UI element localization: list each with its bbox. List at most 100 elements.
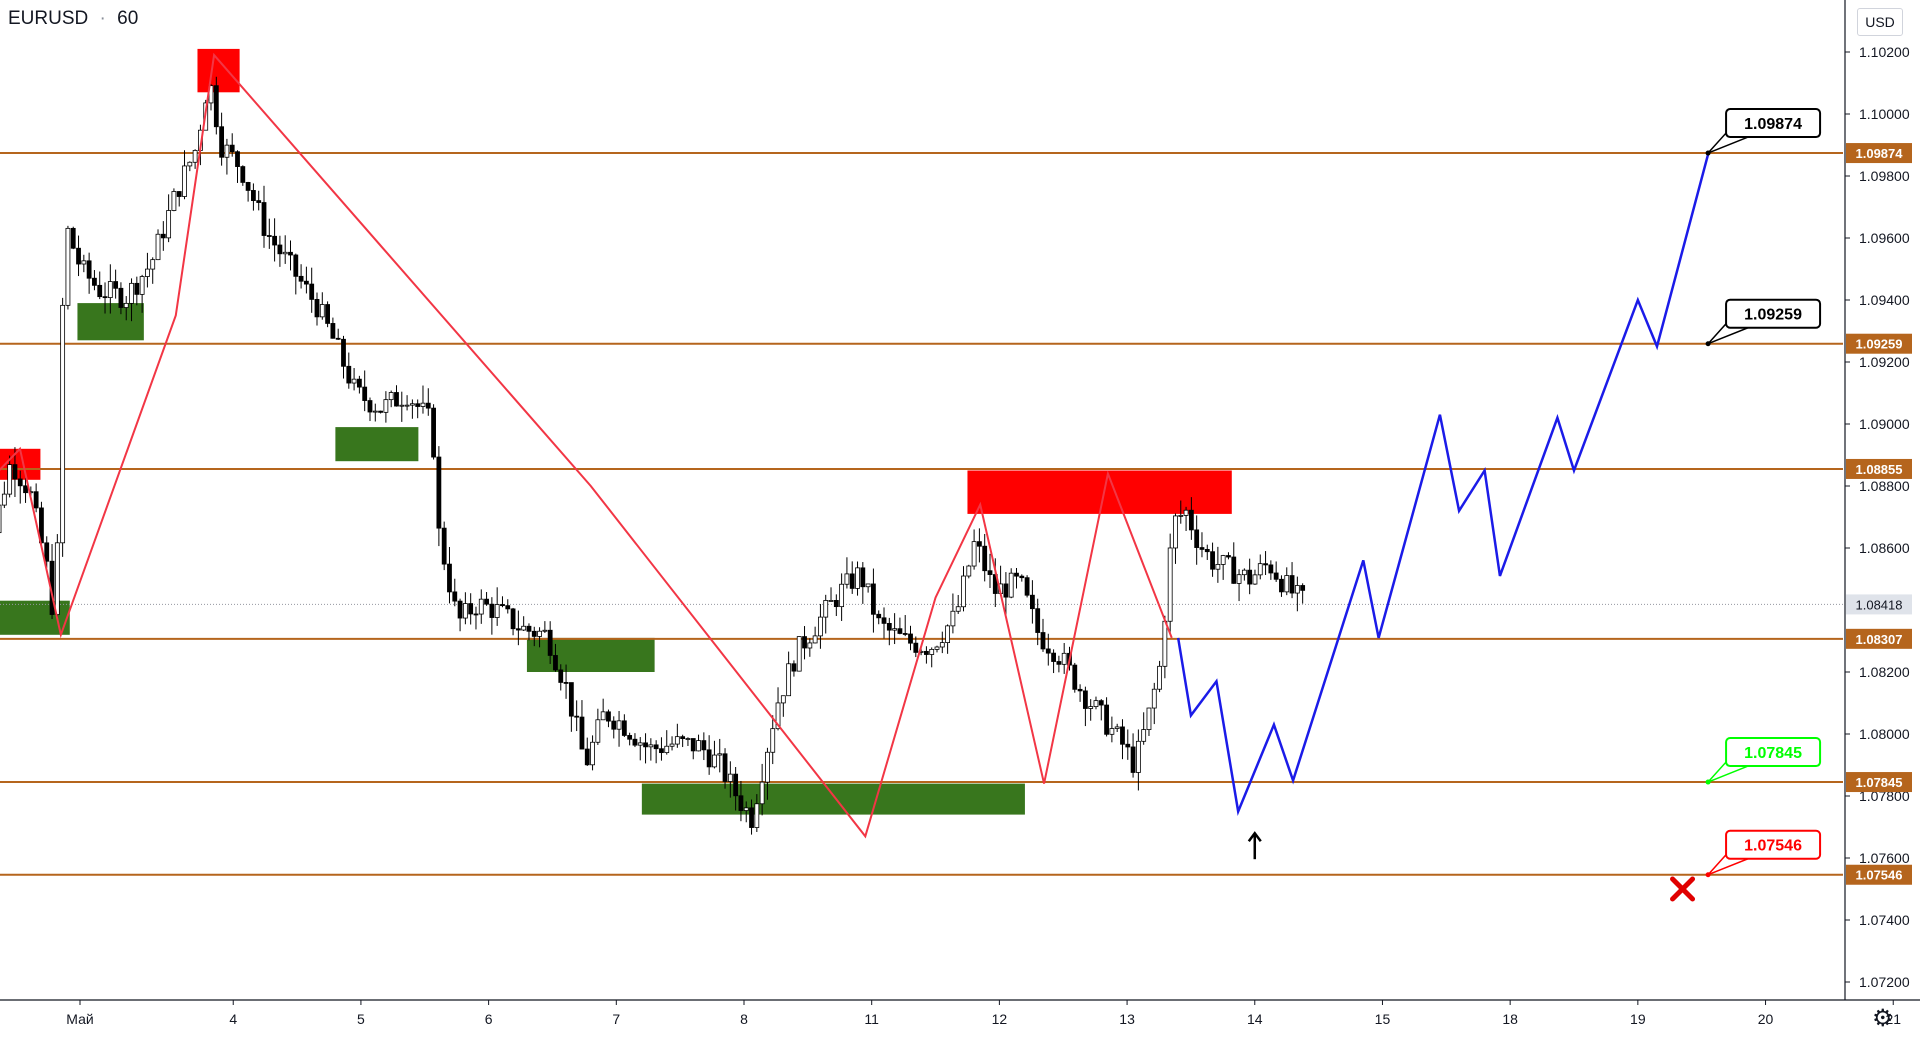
level-price-label-bg bbox=[1846, 864, 1912, 885]
candle-body bbox=[632, 738, 638, 746]
candle-body bbox=[314, 299, 320, 318]
candle-body bbox=[945, 625, 951, 644]
candle-body bbox=[871, 583, 876, 615]
supply-zone[interactable] bbox=[967, 470, 1232, 514]
candle-body bbox=[266, 235, 272, 237]
level-price-label: 1.09874 bbox=[1856, 146, 1904, 161]
candle-body bbox=[876, 613, 882, 619]
candle-body bbox=[690, 738, 696, 752]
candle-body bbox=[309, 283, 315, 300]
candle-body bbox=[950, 610, 956, 627]
candle-body bbox=[722, 753, 728, 782]
time-tick-label: 7 bbox=[612, 1011, 620, 1027]
candle-body bbox=[1024, 577, 1030, 596]
candle-body bbox=[754, 803, 760, 828]
candle-body bbox=[1, 493, 7, 506]
time-tick-label: 4 bbox=[229, 1011, 237, 1027]
candle-body bbox=[659, 748, 664, 754]
price-tick-label: 1.09800 bbox=[1859, 168, 1910, 184]
candle-body bbox=[765, 751, 770, 783]
candle-body bbox=[743, 807, 749, 811]
candle-body bbox=[886, 622, 892, 631]
time-tick-label: 20 bbox=[1758, 1011, 1774, 1027]
candle-body bbox=[431, 407, 436, 458]
candle-body bbox=[118, 287, 124, 308]
candle-body bbox=[1003, 583, 1009, 598]
zones bbox=[0, 48, 1232, 815]
candle-body bbox=[1019, 575, 1025, 579]
candle-body bbox=[378, 410, 383, 413]
price-callout[interactable]: 1.09259 bbox=[1705, 298, 1822, 347]
candle-body bbox=[288, 251, 293, 256]
candle-body bbox=[1141, 729, 1147, 742]
candle-body bbox=[1247, 569, 1253, 585]
candle-body bbox=[123, 302, 129, 308]
candle-body bbox=[553, 655, 558, 671]
candle-body bbox=[637, 742, 643, 746]
candle-body bbox=[1130, 746, 1136, 773]
candle-body bbox=[235, 151, 240, 167]
candle-body bbox=[1125, 743, 1131, 748]
currency-button[interactable]: USD bbox=[1857, 8, 1903, 36]
supply-zone[interactable] bbox=[197, 48, 240, 93]
candle-body bbox=[372, 410, 378, 413]
demand-zone[interactable] bbox=[641, 783, 1025, 815]
candle-body bbox=[102, 296, 108, 299]
candle-body bbox=[749, 807, 754, 828]
level-price-label: 1.08855 bbox=[1856, 462, 1903, 477]
demand-zone[interactable] bbox=[526, 637, 655, 672]
candle-body bbox=[786, 663, 792, 697]
current-price-label: 1.08418 bbox=[1856, 597, 1903, 612]
level-price-label-bg bbox=[1846, 458, 1912, 479]
time-tick-label: 13 bbox=[1119, 1011, 1135, 1027]
candle-body bbox=[145, 268, 150, 277]
candle-body bbox=[696, 740, 701, 752]
demand-zone[interactable] bbox=[335, 427, 419, 462]
gear-icon[interactable]: ⚙ bbox=[1872, 1005, 1894, 1032]
candle-body bbox=[849, 573, 855, 589]
candle-body bbox=[70, 227, 76, 249]
candle-body bbox=[7, 464, 13, 495]
candle-body bbox=[1056, 661, 1062, 665]
candle-body bbox=[224, 144, 230, 158]
candle-body bbox=[966, 565, 972, 577]
candle-body bbox=[531, 630, 537, 637]
candle-body bbox=[791, 663, 797, 672]
price-tick-label: 1.09200 bbox=[1859, 354, 1910, 370]
arrow-up-icon[interactable] bbox=[1247, 831, 1262, 860]
candle-body bbox=[139, 276, 145, 295]
projection-path[interactable] bbox=[1176, 153, 1710, 817]
candle-body bbox=[452, 591, 458, 602]
candle-body bbox=[86, 260, 92, 279]
candle-body bbox=[1098, 700, 1104, 706]
price-tick-label: 1.10000 bbox=[1859, 106, 1910, 122]
price-callout[interactable]: 1.07845 bbox=[1705, 737, 1822, 785]
candle-body bbox=[902, 633, 908, 635]
candle-body bbox=[595, 719, 601, 743]
time-tick-label: 8 bbox=[740, 1011, 748, 1027]
candle-body bbox=[1114, 726, 1120, 729]
candle-body bbox=[81, 260, 87, 265]
candle-body bbox=[823, 600, 829, 618]
callout-box bbox=[1725, 829, 1822, 860]
candle-body bbox=[977, 541, 982, 547]
candle-body bbox=[60, 304, 66, 544]
candle-body bbox=[1236, 574, 1242, 584]
candle-body bbox=[1263, 563, 1268, 566]
price-callout[interactable]: 1.09874 bbox=[1705, 108, 1822, 156]
callout-anchor-dot bbox=[1705, 779, 1711, 785]
cross-icon[interactable] bbox=[1670, 876, 1696, 902]
price-tick-label: 1.08800 bbox=[1859, 478, 1910, 494]
candle-body bbox=[727, 773, 733, 782]
level-price-label: 1.07845 bbox=[1856, 775, 1903, 790]
price-callout[interactable]: 1.07546 bbox=[1705, 829, 1822, 878]
callout-label: 1.07845 bbox=[1744, 745, 1802, 762]
candle-body bbox=[1294, 585, 1300, 594]
candle-body bbox=[1231, 556, 1237, 584]
candle-body bbox=[961, 575, 966, 608]
symbol-title[interactable]: EURUSD · 60 bbox=[8, 8, 144, 30]
candle-body bbox=[833, 600, 839, 608]
zigzag-line[interactable] bbox=[0, 52, 1173, 839]
candle-body bbox=[828, 600, 834, 602]
